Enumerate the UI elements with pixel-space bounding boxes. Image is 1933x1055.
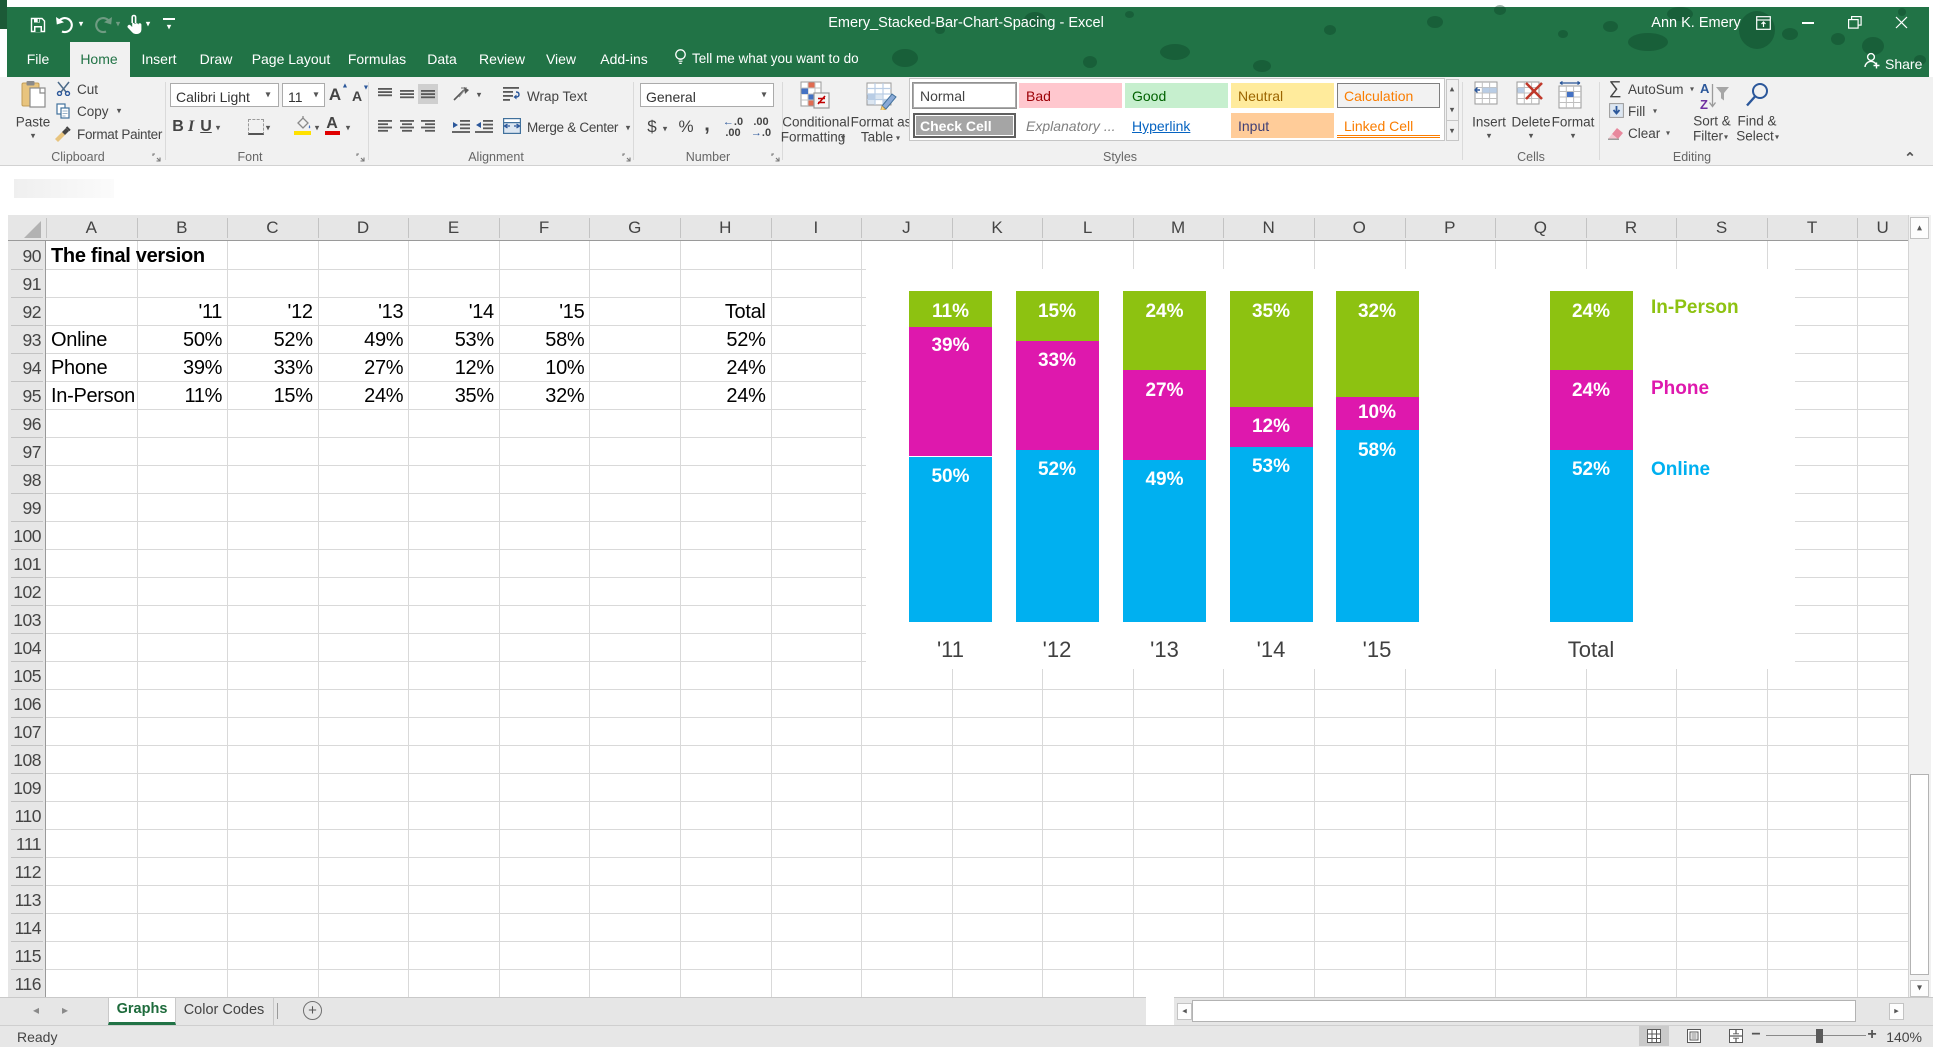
svg-text:Z: Z [1700,97,1708,111]
svg-text:A: A [1700,81,1710,96]
